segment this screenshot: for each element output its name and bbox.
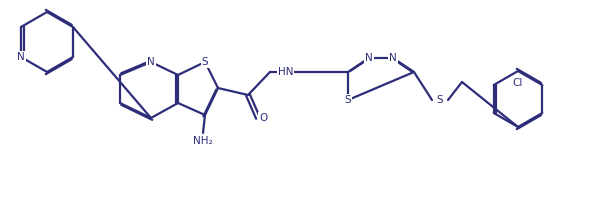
Text: Cl: Cl — [513, 78, 523, 88]
Text: O: O — [259, 113, 267, 123]
Text: NH₂: NH₂ — [193, 136, 213, 146]
Text: HN: HN — [278, 67, 294, 77]
Text: N: N — [147, 57, 155, 67]
Text: S: S — [202, 57, 208, 67]
Text: S: S — [345, 95, 351, 105]
Text: N: N — [17, 52, 25, 62]
Text: N: N — [365, 53, 373, 63]
Text: S: S — [437, 95, 443, 105]
Text: N: N — [389, 53, 397, 63]
